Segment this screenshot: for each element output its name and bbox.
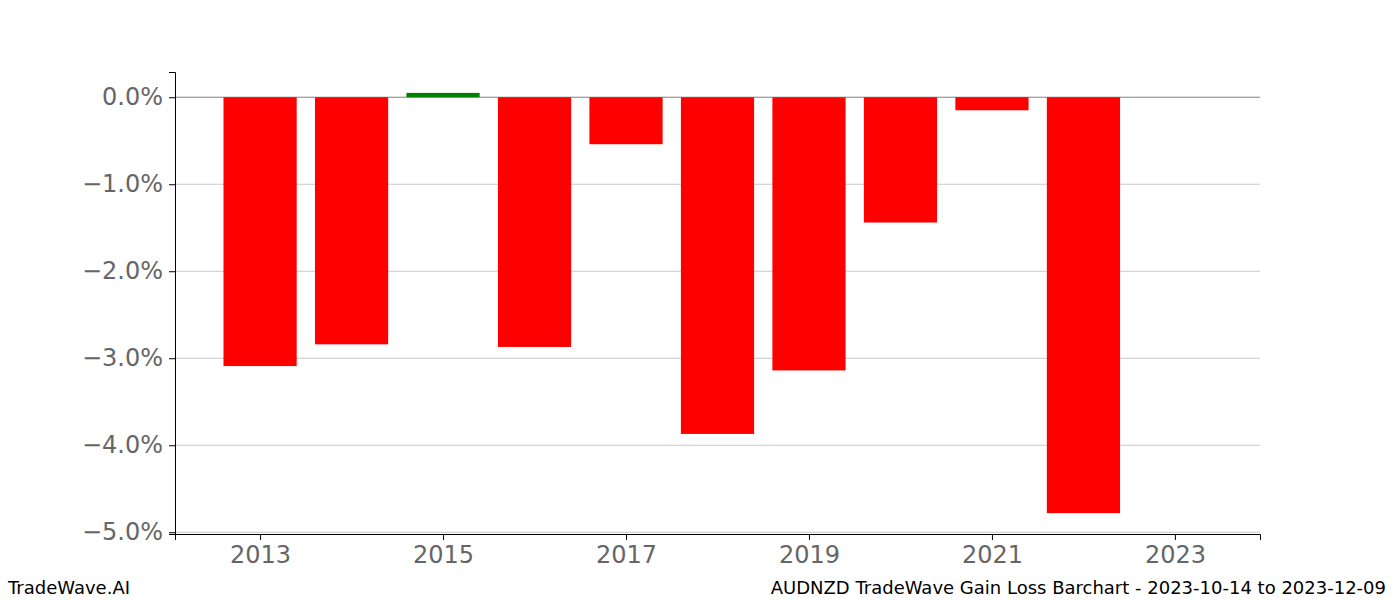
y-tick-mark (169, 532, 175, 533)
y-tick: −2.0% (82, 257, 175, 285)
x-tick-label: 2015 (413, 541, 474, 569)
x-tick-mark (626, 534, 627, 540)
y-tick-label: −1.0% (82, 170, 163, 198)
x-axis-line (176, 535, 1261, 541)
bar (223, 97, 296, 366)
x-axis: 2013 2015 2017 2019 2021 2023 (176, 534, 1261, 569)
y-tick-mark (169, 445, 175, 446)
x-tick: 2021 (962, 534, 1023, 569)
bars (223, 93, 1120, 513)
bar (955, 97, 1028, 110)
x-tick-label: 2023 (1145, 541, 1206, 569)
y-tick: −4.0% (82, 431, 175, 459)
x-tick: 2013 (230, 534, 291, 569)
bar (406, 93, 479, 97)
x-tick: 2017 (596, 534, 657, 569)
x-tick-mark (992, 534, 993, 540)
x-tick-label: 2019 (779, 541, 840, 569)
bar (498, 97, 571, 347)
y-tick-label: −2.0% (82, 257, 163, 285)
bar (681, 97, 754, 434)
x-tick: 2019 (779, 534, 840, 569)
y-tick-mark (169, 97, 175, 98)
x-tick-mark (809, 534, 810, 540)
bar (772, 97, 845, 370)
x-tick-mark (443, 534, 444, 540)
y-tick: −5.0% (82, 518, 175, 546)
y-tick-label: −4.0% (82, 431, 163, 459)
x-tick-label: 2013 (230, 541, 291, 569)
grid (175, 97, 1260, 532)
bar (589, 97, 662, 144)
y-axis-line (169, 73, 176, 535)
x-tick-mark (1175, 534, 1176, 540)
x-tick-label: 2017 (596, 541, 657, 569)
bar (315, 97, 388, 344)
x-tick-label: 2021 (962, 541, 1023, 569)
y-tick: 0.0% (102, 83, 175, 111)
y-tick: −1.0% (82, 170, 175, 198)
y-axis: 0.0% −1.0% −2.0% −3.0% −4.0% −5.0% (82, 73, 176, 547)
x-tick: 2023 (1145, 534, 1206, 569)
y-tick-mark (169, 358, 175, 359)
x-tick-mark (260, 534, 261, 540)
y-tick-mark (169, 271, 175, 272)
plot: 0.0%−1.0%−2.0%−3.0%−4.0%−5.0%20132015201… (82, 73, 1261, 570)
grid-line (175, 532, 1260, 533)
bar (864, 97, 937, 222)
y-tick-mark (169, 184, 175, 185)
annotation: TradeWave.AI (7, 577, 130, 598)
y-tick: −3.0% (82, 344, 175, 372)
y-tick-label: 0.0% (102, 83, 163, 111)
bar (1047, 97, 1120, 513)
y-tick-label: −3.0% (82, 344, 163, 372)
x-tick: 2015 (413, 534, 474, 569)
y-tick-label: −5.0% (82, 518, 163, 546)
title: AUDNZD TradeWave Gain Loss Barchart - 20… (771, 577, 1386, 598)
